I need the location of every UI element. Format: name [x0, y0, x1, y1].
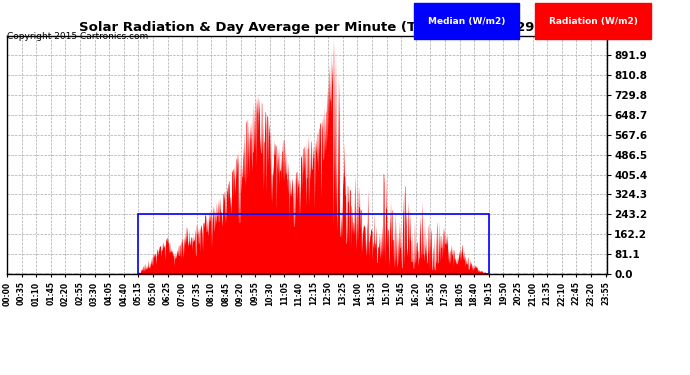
Text: Copyright 2015 Cartronics.com: Copyright 2015 Cartronics.com	[7, 32, 148, 41]
Bar	[138, 214, 489, 274]
Text: Median (W/m2): Median (W/m2)	[428, 17, 505, 26]
Text: Radiation (W/m2): Radiation (W/m2)	[549, 17, 638, 26]
Title: Solar Radiation & Day Average per Minute (Today) 20150529: Solar Radiation & Day Average per Minute…	[79, 21, 535, 34]
